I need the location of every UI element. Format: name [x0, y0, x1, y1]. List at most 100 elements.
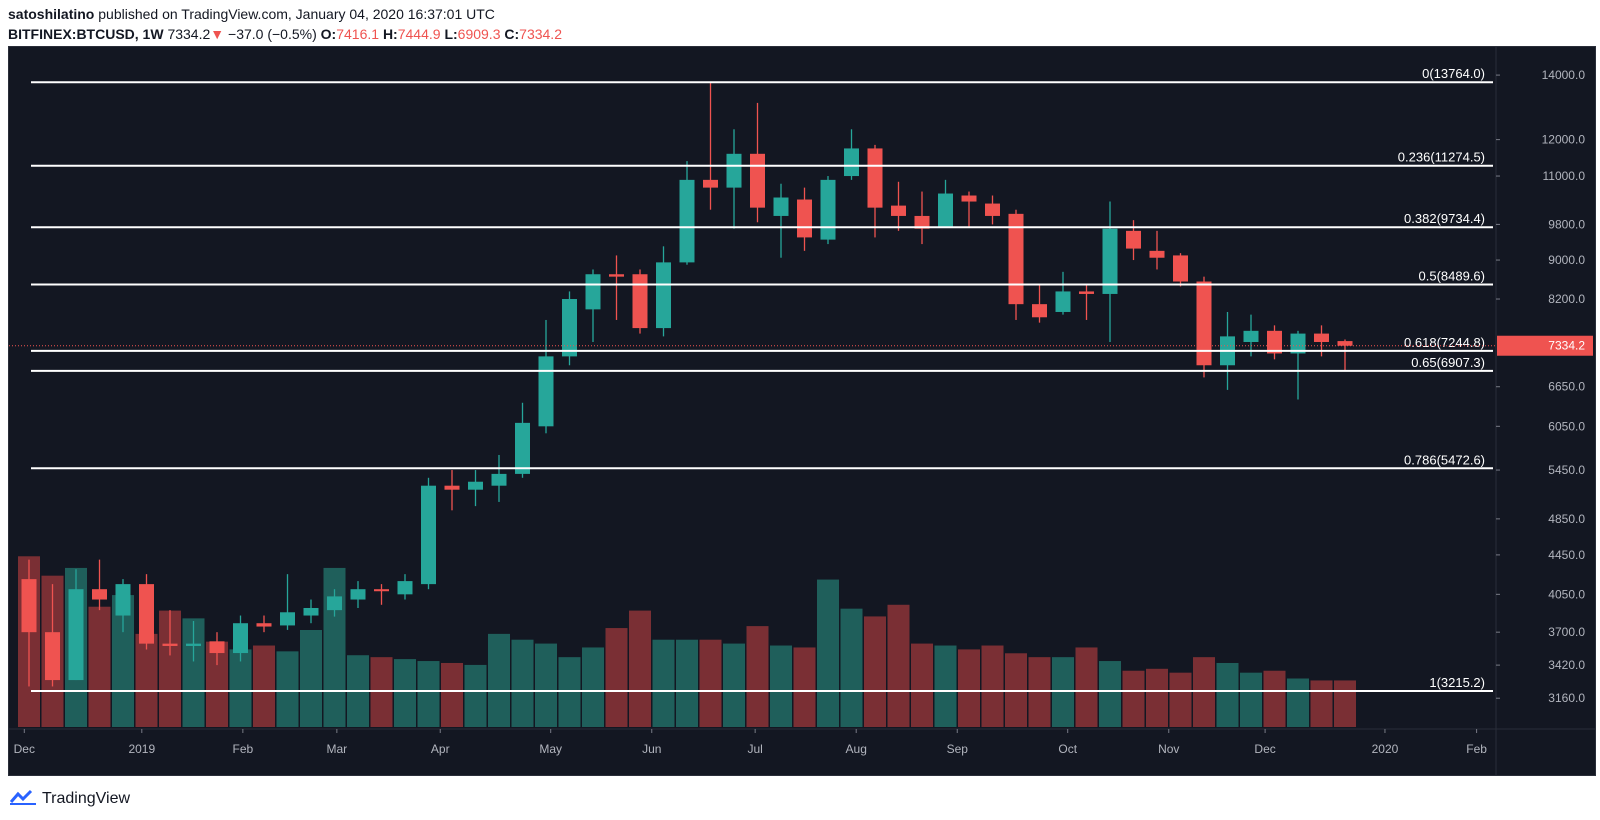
- candlestick-chart[interactable]: 0(13764.0) 0.236(11274.5) 0.382(9734.4) 0.5…: [9, 47, 1595, 775]
- x-tick-label: Jun: [642, 742, 661, 756]
- volume-bar: [746, 626, 769, 727]
- volume-bar: [1099, 661, 1121, 727]
- volume-bar: [464, 664, 487, 727]
- candle-body: [162, 643, 178, 646]
- volume-bar: [300, 630, 322, 727]
- volume-bar: [159, 610, 181, 727]
- volume-bar: [1052, 657, 1074, 727]
- candle-body: [1008, 213, 1024, 305]
- x-tick-label: Dec: [14, 742, 35, 756]
- volume-bar: [1028, 657, 1051, 727]
- volume-bar: [699, 639, 722, 727]
- fib-level-label: 0.786(5472.6): [1404, 452, 1485, 467]
- volume-bar: [770, 645, 792, 727]
- open-label: O:: [320, 26, 337, 42]
- x-tick-label: Sep: [947, 742, 969, 756]
- candle-body: [797, 199, 812, 238]
- candle-body: [491, 473, 507, 486]
- candle-body: [773, 197, 789, 216]
- x-tick-label: Feb: [1466, 742, 1487, 756]
- candle-body: [1196, 281, 1212, 366]
- x-tick-label: May: [539, 742, 562, 756]
- candle-body: [867, 148, 883, 208]
- candle-body: [632, 274, 648, 329]
- candle-body: [233, 623, 248, 654]
- volume-bar: [1122, 670, 1145, 727]
- author-name[interactable]: satoshilatino: [8, 6, 95, 22]
- fib-level-label: 0.65(6907.3): [1411, 355, 1485, 370]
- volume-bar: [1287, 678, 1309, 727]
- volume-bar: [394, 659, 416, 727]
- candle-body: [303, 607, 319, 616]
- candle-body: [1126, 230, 1141, 249]
- x-tick-label: 2020: [1372, 742, 1399, 756]
- candle-body: [115, 584, 131, 616]
- x-tick-label: Aug: [846, 742, 867, 756]
- volume-bar: [488, 633, 510, 727]
- fib-level-label: 0.618(7244.8): [1404, 335, 1485, 350]
- candle-body: [844, 148, 859, 177]
- candle-body: [421, 485, 436, 585]
- x-tick-label: Apr: [431, 742, 450, 756]
- tradingview-brand[interactable]: TradingView: [42, 790, 131, 807]
- y-tick-label: 4850.0: [1548, 512, 1585, 526]
- chart-area[interactable]: 0(13764.0) 0.236(11274.5) 0.382(9734.4) 0.5…: [8, 46, 1596, 776]
- volume-bar: [981, 645, 1004, 727]
- x-tick-label: Feb: [233, 742, 254, 756]
- last-price-label: 7334.2: [1548, 339, 1585, 353]
- last-price: 7334.2: [167, 26, 211, 42]
- volume-bar: [206, 641, 228, 727]
- candle-body: [45, 632, 60, 681]
- volume-bar: [887, 604, 910, 727]
- y-tick-label: 11000.0: [1543, 169, 1586, 183]
- candle-body: [938, 193, 953, 227]
- volume-bar: [1193, 657, 1215, 727]
- candle-body: [656, 262, 671, 329]
- candle-body: [961, 195, 977, 202]
- fib-level-label: 0.382(9734.4): [1404, 211, 1485, 226]
- published-text: published on TradingView.com, January 04…: [98, 6, 495, 22]
- candle-body: [985, 203, 1000, 216]
- tradingview-logo-icon[interactable]: [9, 789, 36, 810]
- volume-bar: [817, 579, 839, 727]
- volume-bar: [229, 649, 252, 727]
- volume-bar: [911, 643, 933, 727]
- volume-bar: [1216, 662, 1239, 727]
- volume-bar: [511, 639, 534, 727]
- volume-bar: [629, 610, 651, 727]
- x-tick-label: Jul: [747, 742, 762, 756]
- candle-body: [1055, 291, 1071, 312]
- volume-bar: [864, 616, 886, 727]
- volume-bar: [1075, 647, 1098, 727]
- y-tick-label: 3160.0: [1548, 691, 1585, 705]
- candle-body: [1149, 250, 1165, 258]
- chart-header: satoshilatino published on TradingView.c…: [8, 4, 1588, 44]
- volume-bar: [370, 657, 393, 727]
- candle-body: [327, 596, 342, 611]
- y-tick-label: 4450.0: [1548, 548, 1585, 562]
- volume-bar: [1169, 672, 1192, 727]
- candle-body: [1267, 330, 1282, 354]
- volume-bar: [958, 649, 980, 727]
- candle-body: [397, 581, 413, 595]
- open-value: 7416.1: [336, 26, 380, 42]
- candle-body: [350, 589, 366, 600]
- candle-body: [280, 612, 295, 626]
- candle-body: [609, 274, 624, 277]
- symbol-label[interactable]: BITFINEX:BTCUSD, 1W: [8, 26, 164, 42]
- candle-body: [468, 481, 483, 490]
- close-label: C:: [504, 26, 520, 42]
- y-tick-label: 9800.0: [1548, 217, 1585, 231]
- last-price-badge: [1497, 335, 1593, 356]
- fib-level-label: 0(13764.0): [1422, 66, 1485, 81]
- y-tick-label: 6050.0: [1548, 419, 1585, 433]
- low-label: L:: [444, 26, 458, 42]
- candle-body: [750, 153, 765, 208]
- candle-body: [1243, 330, 1259, 342]
- ohlc-legend: BITFINEX:BTCUSD, 1W 7334.2▼ −37.0 (−0.5%…: [8, 24, 1588, 44]
- high-value: 7444.9: [397, 26, 441, 42]
- y-tick-label: 4050.0: [1548, 587, 1585, 601]
- price-change: −37.0 (−0.5%): [228, 26, 317, 42]
- volume-bar: [417, 661, 440, 727]
- close-value: 7334.2: [519, 26, 562, 42]
